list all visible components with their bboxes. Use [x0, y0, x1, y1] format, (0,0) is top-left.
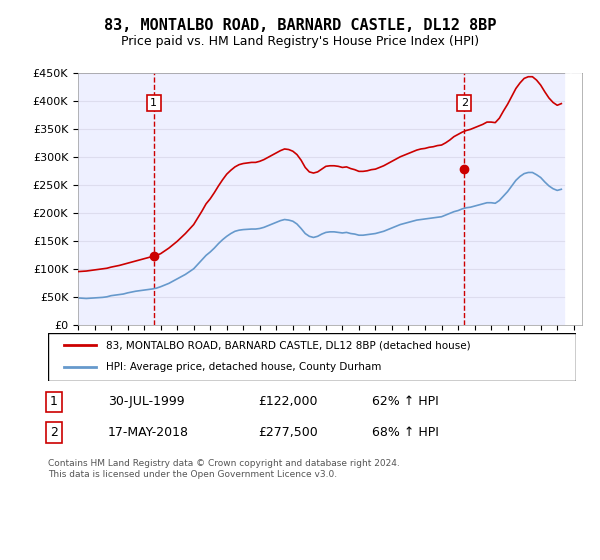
Text: HPI: Average price, detached house, County Durham: HPI: Average price, detached house, Coun…: [106, 362, 382, 372]
Text: £122,000: £122,000: [258, 395, 317, 408]
Text: Price paid vs. HM Land Registry's House Price Index (HPI): Price paid vs. HM Land Registry's House …: [121, 35, 479, 49]
Text: £277,500: £277,500: [258, 426, 318, 439]
Text: 83, MONTALBO ROAD, BARNARD CASTLE, DL12 8BP (detached house): 83, MONTALBO ROAD, BARNARD CASTLE, DL12 …: [106, 340, 471, 350]
Text: 68% ↑ HPI: 68% ↑ HPI: [372, 426, 439, 439]
Text: 2: 2: [50, 426, 58, 439]
Text: 83, MONTALBO ROAD, BARNARD CASTLE, DL12 8BP: 83, MONTALBO ROAD, BARNARD CASTLE, DL12 …: [104, 18, 496, 32]
Bar: [565, 73, 582, 325]
Text: 30-JUL-1999: 30-JUL-1999: [108, 395, 185, 408]
Text: 62% ↑ HPI: 62% ↑ HPI: [372, 395, 439, 408]
Text: 2: 2: [461, 98, 468, 108]
Text: 17-MAY-2018: 17-MAY-2018: [108, 426, 189, 439]
Text: 1: 1: [150, 98, 157, 108]
FancyBboxPatch shape: [48, 333, 576, 381]
Text: Contains HM Land Registry data © Crown copyright and database right 2024.
This d: Contains HM Land Registry data © Crown c…: [48, 459, 400, 479]
Text: 1: 1: [50, 395, 58, 408]
